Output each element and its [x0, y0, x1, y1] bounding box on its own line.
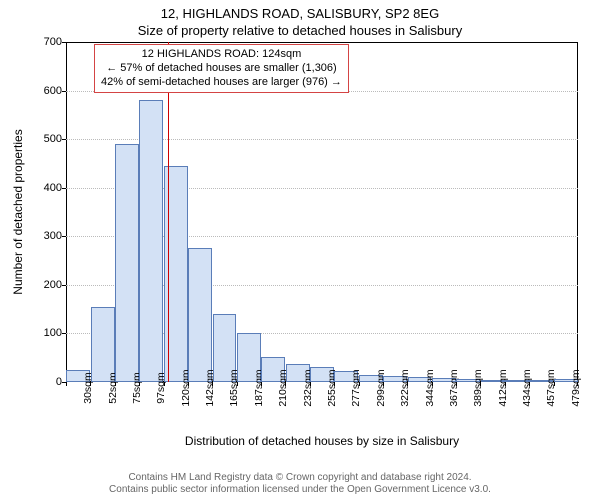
x-tick-mark	[577, 382, 578, 386]
x-tick-mark	[188, 382, 189, 386]
y-tick-label: 100	[44, 327, 62, 339]
x-tick-label: 322sqm	[399, 369, 411, 406]
info-box: 12 HIGHLANDS ROAD: 124sqm ← 57% of detac…	[94, 44, 349, 93]
histogram-bar	[188, 248, 212, 382]
x-tick-mark	[334, 382, 335, 386]
y-tick-label: 700	[44, 36, 62, 48]
x-tick-mark	[383, 382, 384, 386]
x-tick-mark	[505, 382, 506, 386]
info-line3: 42% of semi-detached houses are larger (…	[101, 76, 342, 90]
y-tick-mark	[62, 333, 66, 334]
x-tick-mark	[359, 382, 360, 386]
y-tick-mark	[62, 91, 66, 92]
x-tick-mark	[480, 382, 481, 386]
x-tick-mark	[432, 382, 433, 386]
footer-line2: Contains public sector information licen…	[0, 484, 600, 496]
x-tick-mark	[456, 382, 457, 386]
y-tick-mark	[62, 188, 66, 189]
y-tick-label: 200	[44, 279, 62, 291]
histogram-bar	[139, 100, 163, 382]
page-title: 12, HIGHLANDS ROAD, SALISBURY, SP2 8EG	[0, 0, 600, 21]
histogram-bar	[91, 307, 115, 382]
x-tick-mark	[115, 382, 116, 386]
x-tick-mark	[139, 382, 140, 386]
x-tick-mark	[554, 382, 555, 386]
x-tick-mark	[285, 382, 286, 386]
footer: Contains HM Land Registry data © Crown c…	[0, 472, 600, 496]
x-tick-mark	[90, 382, 91, 386]
x-tick-mark	[529, 382, 530, 386]
x-tick-mark	[407, 382, 408, 386]
page-subtitle: Size of property relative to detached ho…	[0, 21, 600, 38]
x-tick-mark	[212, 382, 213, 386]
x-tick-label: 389sqm	[472, 369, 484, 406]
x-tick-label: 457sqm	[545, 369, 557, 406]
y-tick-mark	[62, 285, 66, 286]
x-tick-mark	[237, 382, 238, 386]
y-tick-label: 0	[56, 376, 62, 388]
x-axis-label: Distribution of detached houses by size …	[66, 434, 578, 448]
x-tick-label: 299sqm	[375, 369, 387, 406]
x-tick-mark	[164, 382, 165, 386]
y-axis-label: Number of detached properties	[11, 129, 25, 294]
x-tick-label: 434sqm	[521, 369, 533, 406]
y-tick-mark	[62, 236, 66, 237]
x-tick-mark	[66, 382, 67, 386]
x-tick-label: 367sqm	[448, 369, 460, 406]
x-tick-mark	[261, 382, 262, 386]
info-line1: 12 HIGHLANDS ROAD: 124sqm	[101, 48, 342, 62]
y-tick-label: 400	[44, 182, 62, 194]
y-tick-label: 300	[44, 230, 62, 242]
y-tick-mark	[62, 42, 66, 43]
footer-line1: Contains HM Land Registry data © Crown c…	[0, 472, 600, 484]
x-tick-mark	[310, 382, 311, 386]
histogram-bar	[115, 144, 139, 382]
info-line2: ← 57% of detached houses are smaller (1,…	[101, 62, 342, 76]
x-tick-label: 479sqm	[570, 369, 582, 406]
y-tick-label: 500	[44, 133, 62, 145]
x-tick-label: 344sqm	[424, 369, 436, 406]
x-tick-label: 412sqm	[497, 369, 509, 406]
y-tick-label: 600	[44, 85, 62, 97]
y-tick-mark	[62, 139, 66, 140]
